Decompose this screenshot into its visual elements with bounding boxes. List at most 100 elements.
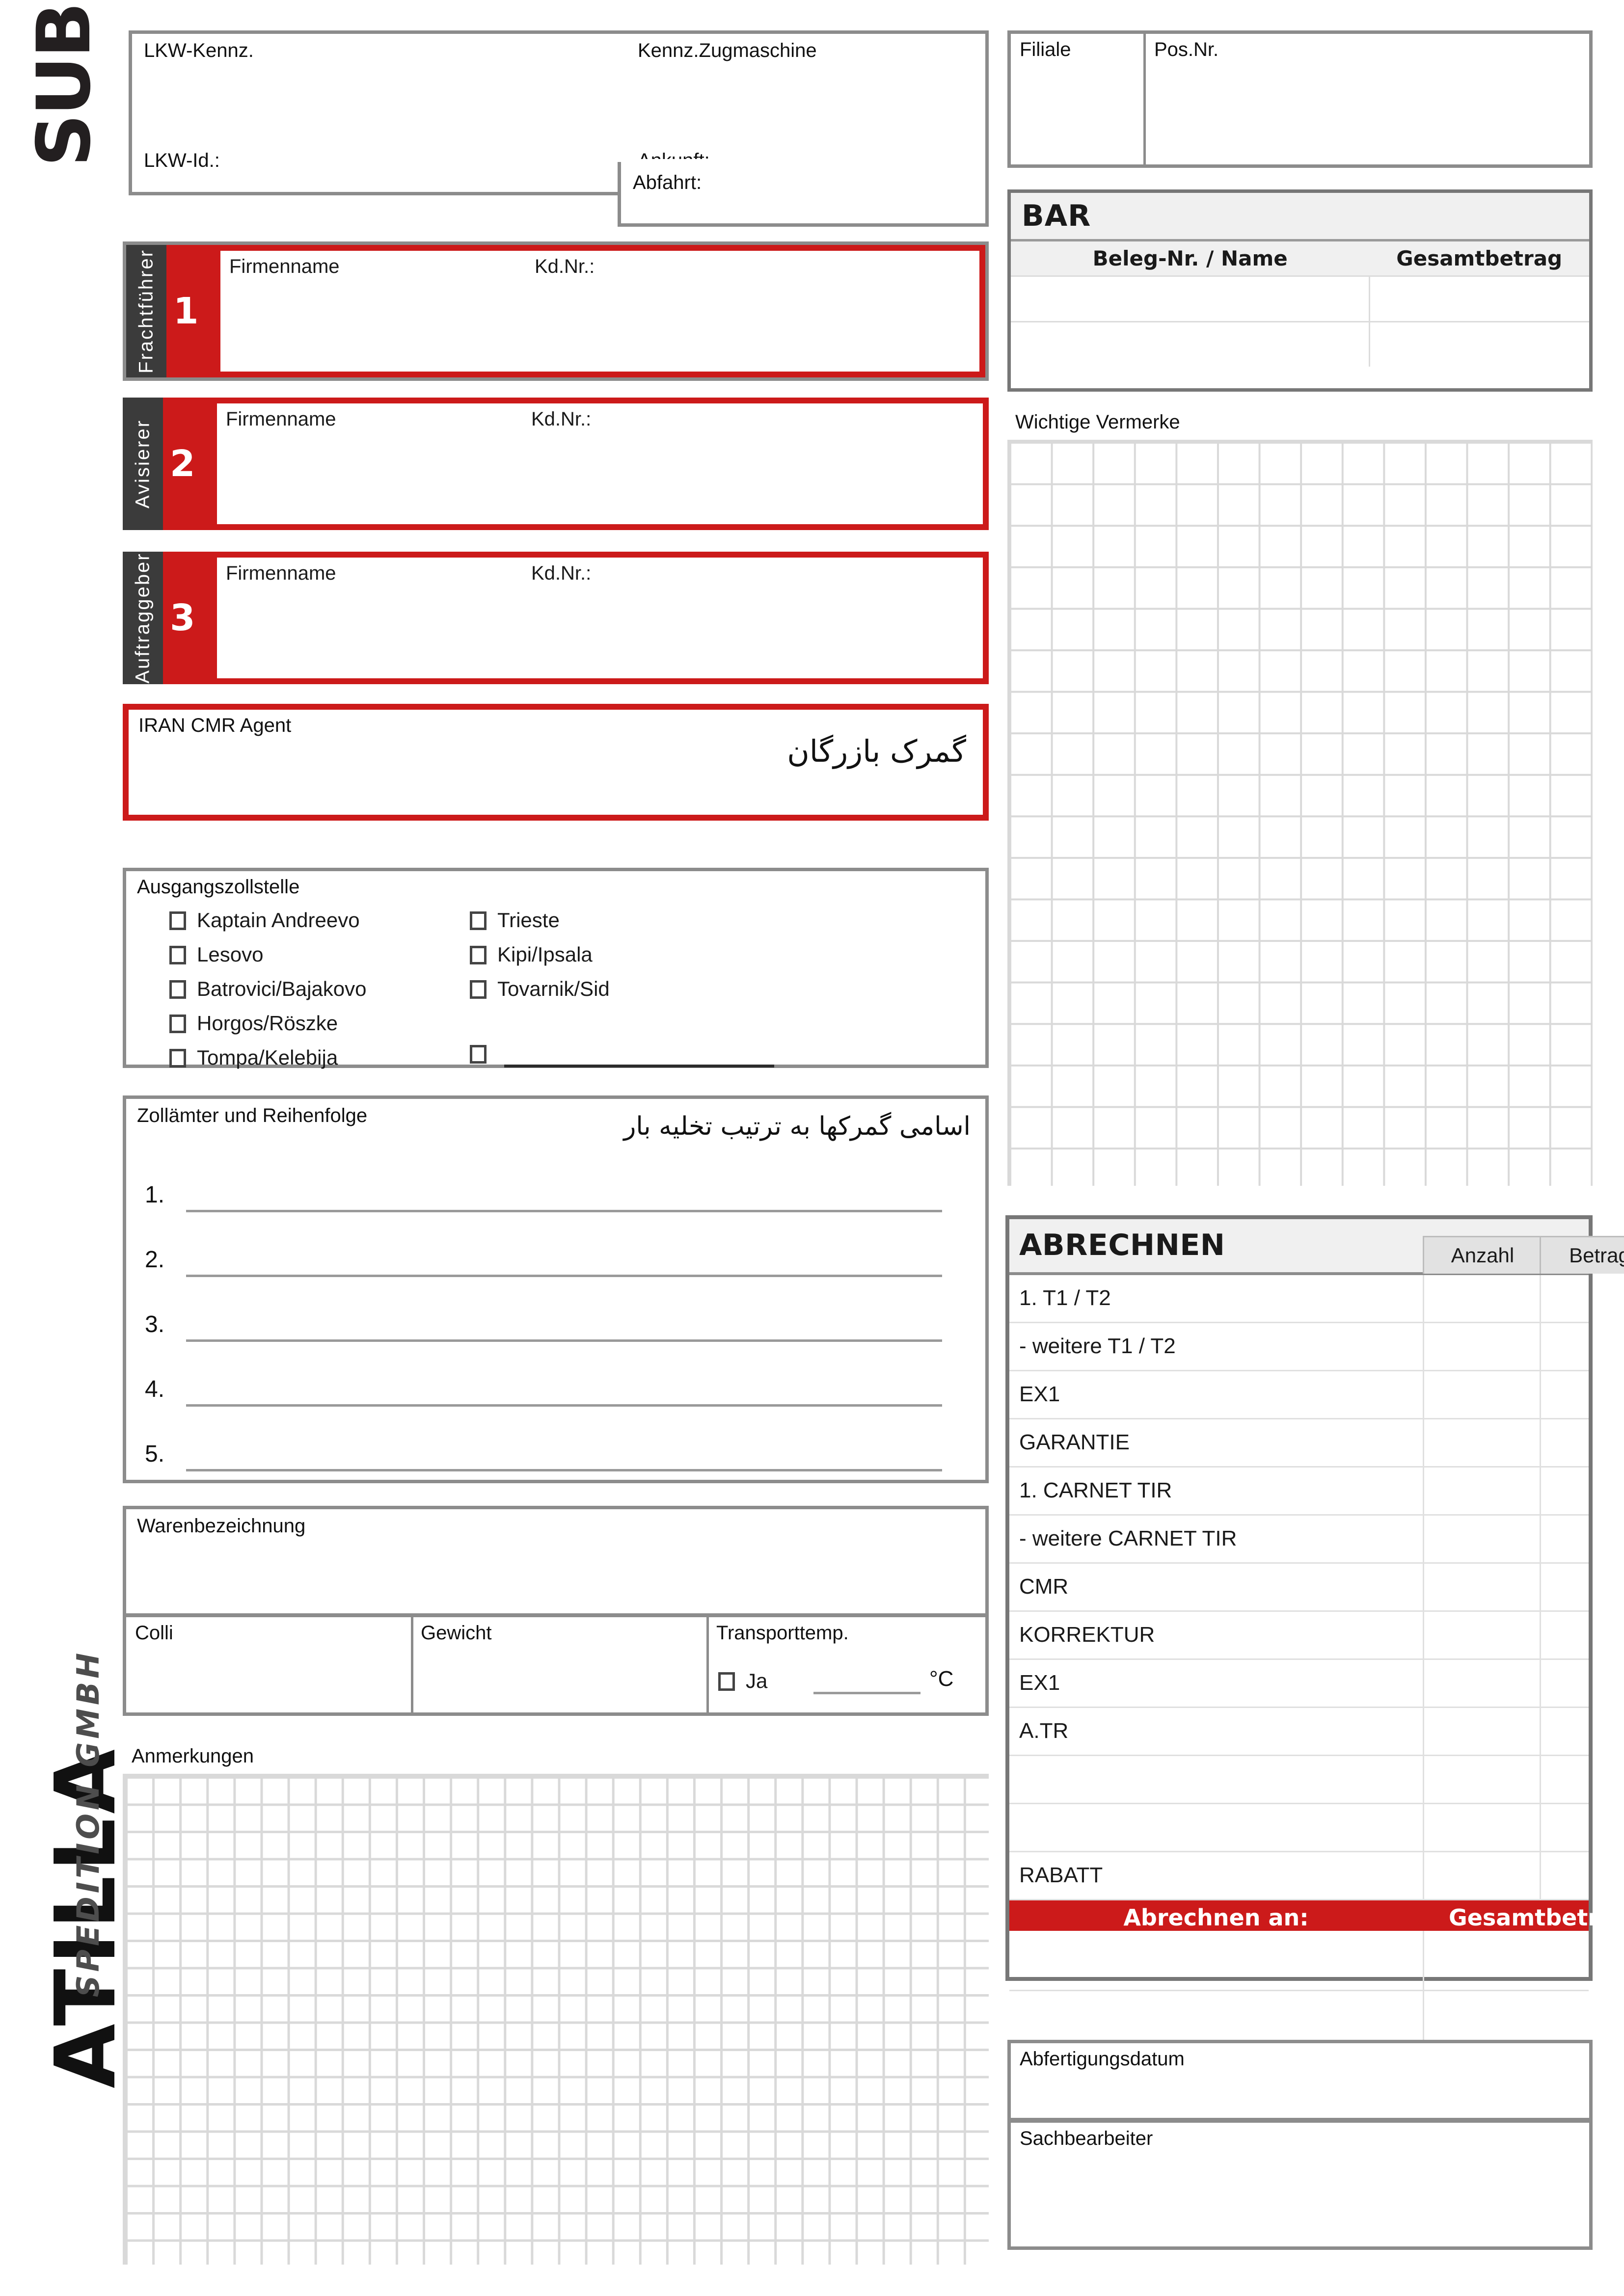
checkbox-icon[interactable] (169, 1015, 186, 1033)
ausgangszollstelle-option-other[interactable] (470, 1042, 487, 1066)
ausgangszollstelle-option-tompa-kelebija[interactable]: Tompa/Kelebija (169, 1046, 338, 1069)
iran-agent-persian-text: گمرک بازرگان (787, 733, 966, 769)
checkbox-icon[interactable] (718, 1672, 735, 1691)
party-3-input-area[interactable]: Firmenname Kd.Nr.: (217, 558, 983, 678)
abrechnen-cell-betrag[interactable] (1540, 1371, 1624, 1418)
anmerkungen-grid[interactable] (123, 1774, 989, 2265)
abrechnen-row[interactable]: A.TR (1009, 1708, 1589, 1756)
abrechnen-total-value-cell[interactable] (1423, 1991, 1624, 2050)
abfertigungsdatum-box[interactable]: Abfertigungsdatum (1007, 2040, 1593, 2121)
abrechnen-cell-betrag[interactable] (1540, 1612, 1624, 1658)
abrechnen-row[interactable]: EX1 (1009, 1660, 1589, 1708)
bar-cell-beleg[interactable] (1011, 275, 1370, 322)
abrechnen-cell-anzahl[interactable] (1423, 1804, 1541, 1851)
bar-cell-beleg[interactable] (1011, 321, 1370, 367)
zollamt-line-4[interactable] (186, 1404, 942, 1407)
abrechnen-total-row[interactable] (1009, 1931, 1589, 1991)
party-1-tab-label: Frachtführer (135, 249, 157, 374)
abrechnen-row[interactable]: EX1 (1009, 1371, 1589, 1419)
checkbox-icon[interactable] (169, 946, 186, 964)
warenbezeichnung-box[interactable]: Warenbezeichnung (123, 1506, 989, 1617)
abrechnen-row[interactable]: KORREKTUR (1009, 1612, 1589, 1660)
abrechnen-total-row[interactable] (1009, 1991, 1589, 2050)
bar-col-beleg: Beleg-Nr. / Name (1092, 246, 1288, 270)
abrechnen-cell-anzahl[interactable] (1423, 1419, 1541, 1466)
abrechnen-cell-anzahl[interactable] (1423, 1275, 1541, 1322)
zollamt-line-1[interactable] (186, 1210, 942, 1212)
checkbox-icon[interactable] (169, 911, 186, 930)
abrechnen-cell-anzahl[interactable] (1423, 1468, 1541, 1514)
abrechnen-row[interactable] (1009, 1804, 1589, 1852)
abrechnen-cell-betrag[interactable] (1540, 1660, 1624, 1707)
iran-cmr-agent-box[interactable]: IRAN CMR Agent گمرک بازرگان (123, 704, 989, 821)
zollamt-index-2: 2. (145, 1247, 165, 1273)
transporttemp-label: Transporttemp. (716, 1622, 849, 1644)
abrechnen-cell-betrag[interactable] (1540, 1275, 1624, 1322)
abrechnen-cell-anzahl[interactable] (1423, 1564, 1541, 1610)
abrechnen-total-value-cell[interactable] (1423, 1931, 1624, 1990)
abrechnen-row[interactable]: CMR (1009, 1564, 1589, 1612)
ausgangszollstelle-option-horgos-roszke[interactable]: Horgos/Röszke (169, 1012, 338, 1035)
vermerke-grid[interactable] (1007, 440, 1593, 1186)
bar-cell-betrag[interactable] (1369, 275, 1589, 322)
abrechnen-row-rabatt[interactable]: RABATT (1009, 1852, 1589, 1900)
abrechnen-cell-betrag[interactable] (1540, 1419, 1624, 1466)
party-2-input-area[interactable]: Firmenname Kd.Nr.: (217, 403, 983, 524)
abrechnen-cell-betrag[interactable] (1540, 1756, 1624, 1803)
checkbox-icon[interactable] (470, 980, 487, 999)
bar-header-row: Beleg-Nr. / Name Gesamtbetrag (1011, 240, 1589, 276)
checkbox-icon[interactable] (470, 1045, 487, 1064)
zollamt-line-5[interactable] (186, 1469, 942, 1471)
transporttemp-value-line[interactable] (813, 1692, 920, 1694)
abrechnen-cell-anzahl[interactable] (1423, 1756, 1541, 1803)
abrechnen-cell-anzahl[interactable] (1423, 1708, 1541, 1755)
zollamt-line-2[interactable] (186, 1275, 942, 1277)
abrechnen-cell-anzahl[interactable] (1423, 1852, 1541, 1899)
ausgangszollstelle-option-trieste[interactable]: Trieste (470, 908, 560, 932)
abrechnen-cell-betrag[interactable] (1540, 1564, 1624, 1610)
bar-cell-betrag[interactable] (1369, 321, 1589, 367)
zollamt-index-5: 5. (145, 1441, 165, 1467)
abrechnen-cell-anzahl[interactable] (1423, 1612, 1541, 1658)
abrechnen-cell-betrag[interactable] (1540, 1323, 1624, 1370)
abrechnen-cell-anzahl[interactable] (1423, 1516, 1541, 1562)
zollamt-line-3[interactable] (186, 1339, 942, 1342)
party-1-input-area[interactable]: Firmenname Kd.Nr.: (220, 251, 979, 372)
checkbox-icon[interactable] (169, 1049, 186, 1068)
abrechnen-cell-betrag[interactable] (1540, 1804, 1624, 1851)
transporttemp-ja-option[interactable]: Ja (718, 1669, 767, 1693)
anmerkungen-title: Anmerkungen (132, 1745, 254, 1767)
bar-row[interactable] (1011, 275, 1589, 322)
ausgangszollstelle-other-line[interactable] (504, 1065, 774, 1068)
abfertigungsdatum-label: Abfertigungsdatum (1020, 2048, 1185, 2070)
party-3-firmenname-label: Firmenname (226, 562, 336, 584)
abrechnen-row[interactable]: - weitere T1 / T2 (1009, 1323, 1589, 1371)
ausgangszollstelle-option-kaptain-andreevo[interactable]: Kaptain Andreevo (169, 908, 360, 932)
bar-row[interactable] (1011, 321, 1589, 367)
abrechnen-row[interactable]: 1. CARNET TIR (1009, 1468, 1589, 1516)
abrechnen-row[interactable]: 1. T1 / T2 (1009, 1275, 1589, 1323)
abrechnen-cell-betrag[interactable] (1540, 1516, 1624, 1562)
abrechnen-cell-betrag[interactable] (1540, 1708, 1624, 1755)
abrechnen-row[interactable]: - weitere CARNET TIR (1009, 1516, 1589, 1564)
party-frachtfuehrer: Frachtführer 1 Firmenname Kd.Nr.: (126, 245, 985, 377)
abrechnen-cell-betrag[interactable] (1540, 1852, 1624, 1899)
abrechnen-row[interactable] (1009, 1756, 1589, 1804)
checkbox-icon[interactable] (470, 911, 487, 930)
abrechnen-cell-anzahl[interactable] (1423, 1371, 1541, 1418)
abrechnen-cell-anzahl[interactable] (1423, 1323, 1541, 1370)
sachbearbeiter-box[interactable]: Sachbearbeiter (1007, 2119, 1593, 2250)
gewicht-label: Gewicht (421, 1622, 492, 1644)
abrechnen-col-betrag: Betrag (1540, 1236, 1624, 1274)
checkbox-icon[interactable] (169, 980, 186, 999)
option-label: Kaptain Andreevo (197, 908, 360, 932)
abfahrt-box: Abfahrt: (618, 162, 989, 227)
ausgangszollstelle-option-batrovici-bajakovo[interactable]: Batrovici/Bajakovo (169, 977, 367, 1001)
abrechnen-row[interactable]: GARANTIE (1009, 1419, 1589, 1468)
ausgangszollstelle-option-tovarnik-sid[interactable]: Tovarnik/Sid (470, 977, 610, 1001)
checkbox-icon[interactable] (470, 946, 487, 964)
abrechnen-cell-betrag[interactable] (1540, 1468, 1624, 1514)
abrechnen-cell-anzahl[interactable] (1423, 1660, 1541, 1707)
ausgangszollstelle-option-lesovo[interactable]: Lesovo (169, 943, 263, 966)
ausgangszollstelle-option-kipi-ipsala[interactable]: Kipi/Ipsala (470, 943, 593, 966)
